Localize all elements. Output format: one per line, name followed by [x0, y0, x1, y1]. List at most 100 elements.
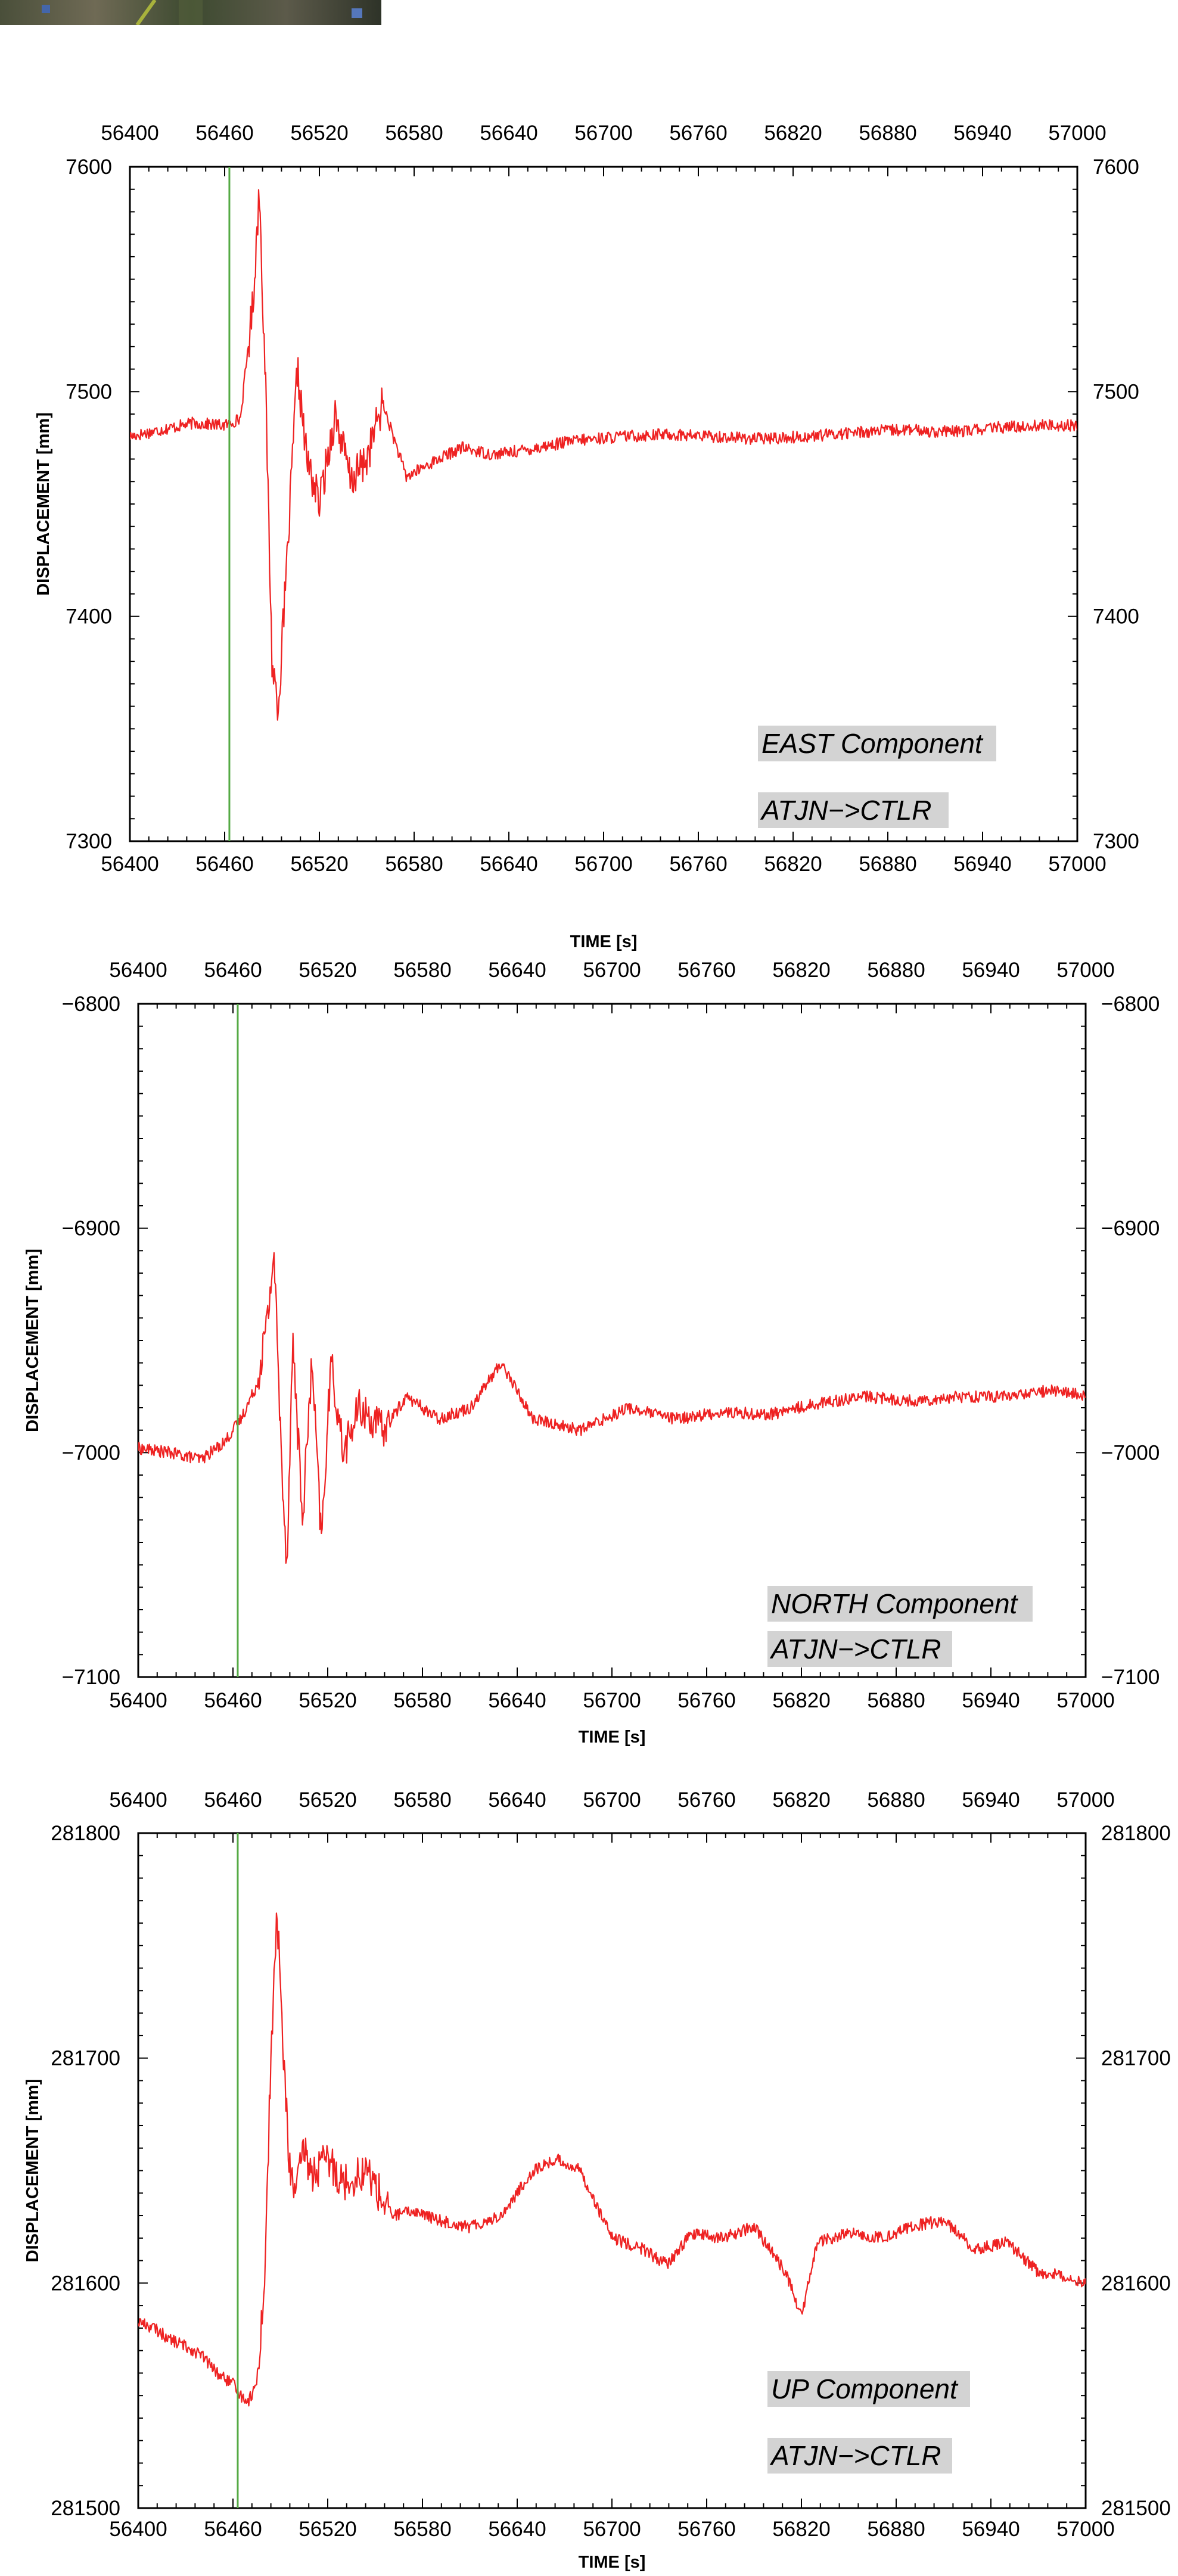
- x-tick-label-top: 56400: [109, 959, 167, 982]
- top-photo-strip: [0, 0, 381, 25]
- y-tick-label-left: 7300: [66, 830, 112, 853]
- x-tick-label-top: 56820: [764, 122, 822, 145]
- plot-frame: [137, 1832, 1087, 2509]
- annotation-box: [758, 726, 996, 761]
- chart-panel-north: 56400 56400 56460 56460 56520 56520 56580 56580…: [23, 959, 1160, 1747]
- x-tick-label-bottom: 56640: [488, 1689, 546, 1712]
- x-tick-label-bottom: 56760: [669, 853, 727, 876]
- displacement-series-line: [130, 189, 1077, 721]
- annotation-box: [758, 792, 949, 828]
- annotation-box: [767, 1631, 952, 1667]
- x-tick-label-top: 56700: [574, 122, 632, 145]
- x-tick-label-bottom: 56820: [772, 2518, 830, 2541]
- x-tick-label-top: 56580: [393, 959, 451, 982]
- x-tick-label-bottom: 56820: [764, 853, 822, 876]
- x-tick-label-bottom: 56520: [299, 1689, 356, 1712]
- x-tick-label-top: 56520: [299, 1788, 356, 1812]
- annotation-box: [767, 1586, 1033, 1622]
- x-tick-label-top: 56460: [195, 122, 253, 145]
- y-tick-label-right: −7100: [1101, 1666, 1160, 1689]
- x-tick-label-bottom: 56460: [204, 2518, 262, 2541]
- x-tick-label-top: 56760: [669, 122, 727, 145]
- y-axis-title: DISPLACEMENT [mm]: [23, 1249, 42, 1432]
- chart-panel-up: 56400 56400 56460 56460 56520 56520 56580 56580…: [23, 1788, 1171, 2572]
- x-tick-label-top: 56400: [101, 122, 158, 145]
- y-tick-label-left: −6800: [62, 993, 120, 1016]
- y-tick-label-left: 281600: [51, 2272, 120, 2295]
- y-tick-label-left: 281700: [51, 2047, 120, 2070]
- x-tick-label-bottom: 56940: [962, 1689, 1020, 1712]
- y-tick-label-right: −6800: [1101, 993, 1160, 1016]
- x-tick-label-top: 56400: [109, 1788, 167, 1812]
- y-tick-label-right: 281800: [1101, 1822, 1171, 1845]
- x-tick-label-bottom: 56400: [109, 2518, 167, 2541]
- x-tick-label-top: 56940: [962, 959, 1020, 982]
- x-tick-label-top: 56580: [385, 122, 443, 145]
- x-tick-label-top: 56460: [204, 1788, 262, 1812]
- x-tick-label-bottom: 56640: [488, 2518, 546, 2541]
- annotation-box: [767, 2438, 952, 2474]
- x-tick-label-bottom: 56460: [195, 853, 253, 876]
- y-tick-label-left: 281500: [51, 2497, 120, 2520]
- x-tick-label-bottom: 56700: [583, 1689, 641, 1712]
- x-tick-label-top: 56640: [480, 122, 537, 145]
- component-label: NORTH Component: [771, 1588, 1019, 1619]
- y-tick-label-left: −6900: [62, 1217, 120, 1240]
- x-tick-label-top: 56580: [393, 1788, 451, 1812]
- x-tick-label-top: 56700: [583, 959, 641, 982]
- x-tick-label-bottom: 56700: [583, 2518, 641, 2541]
- baseline-label: ATJN−>CTLR: [769, 1634, 941, 1665]
- x-tick-label-bottom: 56580: [385, 853, 443, 876]
- x-tick-label-bottom: 56880: [867, 2518, 925, 2541]
- annotation-box: [767, 2371, 970, 2407]
- x-axis-title: TIME [s]: [579, 2553, 646, 2572]
- x-tick-label-top: 56880: [867, 1788, 925, 1812]
- x-tick-label-bottom: 56880: [859, 853, 916, 876]
- x-tick-label-top: 57000: [1056, 959, 1114, 982]
- x-tick-label-top: 56640: [488, 1788, 546, 1812]
- baseline-label: ATJN−>CTLR: [769, 2440, 941, 2471]
- y-tick-label-right: −6900: [1101, 1217, 1160, 1240]
- component-label: EAST Component: [761, 728, 984, 759]
- x-tick-label-bottom: 56880: [867, 1689, 925, 1712]
- photo-fragment-image: [0, 0, 381, 25]
- x-tick-label-bottom: 56520: [299, 2518, 356, 2541]
- x-tick-label-bottom: 56580: [393, 2518, 451, 2541]
- x-tick-label-bottom: 56400: [109, 1689, 167, 1712]
- x-tick-label-top: 56880: [859, 122, 916, 145]
- x-tick-label-top: 56520: [290, 122, 348, 145]
- plot-frame: [137, 1003, 1087, 1678]
- x-tick-label-bottom: 56700: [574, 853, 632, 876]
- y-tick-label-right: 281500: [1101, 2497, 1171, 2520]
- y-tick-label-left: 281800: [51, 1822, 120, 1845]
- y-axis-title: DISPLACEMENT [mm]: [23, 2079, 42, 2263]
- x-tick-label-bottom: 56460: [204, 1689, 262, 1712]
- x-tick-label-top: 56940: [953, 122, 1011, 145]
- y-tick-label-right: 7500: [1093, 380, 1139, 403]
- y-tick-label-left: 7600: [66, 155, 112, 179]
- y-tick-label-right: 7300: [1093, 830, 1139, 853]
- x-tick-label-bottom: 56820: [772, 1689, 830, 1712]
- y-tick-label-right: 281600: [1101, 2272, 1171, 2295]
- x-tick-label-bottom: 56580: [393, 1689, 451, 1712]
- baseline-label: ATJN−>CTLR: [760, 795, 931, 826]
- x-tick-label-top: 57000: [1048, 122, 1106, 145]
- x-tick-label-bottom: 56640: [480, 853, 537, 876]
- x-tick-label-top: 56700: [583, 1788, 641, 1812]
- x-tick-label-top: 56880: [867, 959, 925, 982]
- y-tick-label-right: −7000: [1101, 1441, 1160, 1464]
- x-tick-label-bottom: 57000: [1056, 1689, 1114, 1712]
- x-tick-label-bottom: 56400: [101, 853, 158, 876]
- y-tick-label-right: 7400: [1093, 605, 1139, 629]
- x-tick-label-bottom: 56760: [677, 1689, 735, 1712]
- x-tick-label-bottom: 57000: [1048, 853, 1106, 876]
- x-tick-label-bottom: 56940: [953, 853, 1011, 876]
- x-axis-title: TIME [s]: [570, 932, 638, 951]
- y-tick-label-right: 7600: [1093, 155, 1139, 179]
- x-tick-label-bottom: 56520: [290, 853, 348, 876]
- y-tick-label-left: 7400: [66, 605, 112, 629]
- x-tick-label-top: 56760: [677, 1788, 735, 1812]
- y-tick-label-left: −7000: [62, 1441, 120, 1464]
- x-tick-label-top: 56820: [772, 959, 830, 982]
